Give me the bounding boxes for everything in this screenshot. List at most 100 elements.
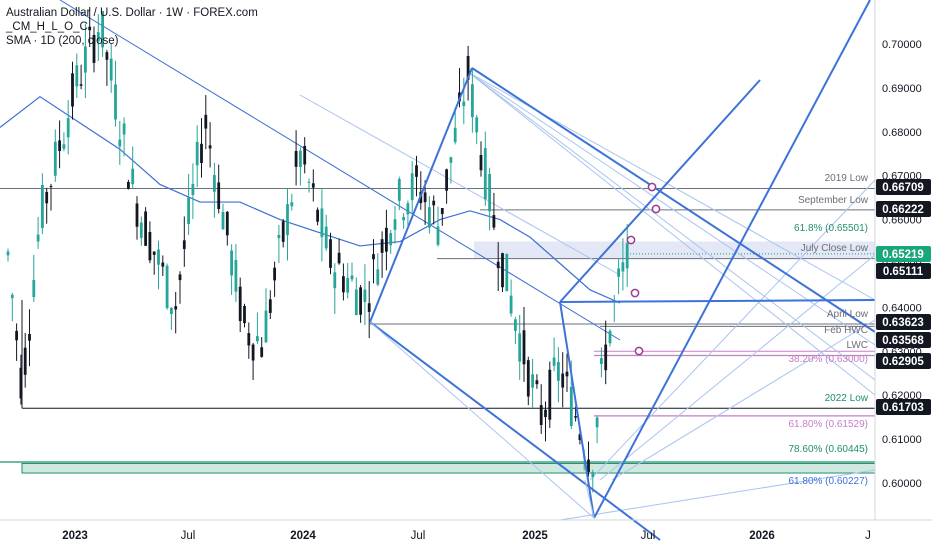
fan-line: [559, 469, 876, 521]
candle-body: [268, 299, 272, 313]
pitchfork-median-up: [593, 0, 871, 519]
candle-body: [385, 227, 388, 252]
x-tick-label: Jul: [411, 530, 426, 542]
price-tag-bg: [876, 246, 931, 262]
candle: [41, 173, 44, 235]
pitchfork-base: [369, 321, 595, 519]
candle-body: [410, 173, 414, 200]
candle: [415, 155, 418, 197]
candle-body: [299, 150, 302, 167]
symbol-title: Australian Dollar / U.S. Dollar · 1W · F…: [6, 7, 258, 19]
candle-body: [342, 276, 345, 293]
candle: [135, 196, 139, 240]
candle: [475, 114, 479, 145]
candle-body: [333, 272, 337, 289]
candle-body: [286, 204, 289, 236]
chart-header: Australian Dollar / U.S. Dollar · 1W · F…: [6, 6, 258, 48]
candle: [191, 163, 195, 219]
candle: [557, 347, 560, 403]
candle-body: [359, 287, 362, 315]
candle: [170, 307, 173, 330]
y-tick-label: 0.66000: [882, 215, 922, 227]
candle: [600, 347, 603, 378]
price-tag-text: 0.65219: [882, 249, 924, 261]
candle: [449, 156, 453, 184]
sma-line: [0, 95, 621, 304]
candle-body: [453, 127, 457, 143]
candle-body: [535, 380, 539, 385]
price-tag-text: 0.63568: [882, 335, 924, 347]
candle: [195, 125, 199, 188]
candle: [174, 291, 178, 334]
candle: [595, 415, 599, 444]
candle: [15, 323, 18, 361]
candle: [535, 374, 539, 389]
price-tag: 0.66222: [876, 201, 931, 217]
candle-body: [346, 277, 350, 293]
price-tag-bg: [876, 263, 931, 279]
candle-body: [595, 417, 599, 428]
touch-marker: [651, 204, 661, 214]
candle: [157, 240, 160, 290]
pitchfork-left-side: [559, 301, 595, 519]
candle: [406, 200, 410, 226]
candle: [329, 232, 332, 275]
candle: [225, 210, 229, 246]
candle: [213, 162, 216, 218]
x-tick-label: 2025: [522, 530, 548, 542]
candle-body: [591, 472, 595, 477]
candle-body: [406, 203, 410, 215]
candle-body: [234, 259, 238, 292]
candle: [389, 229, 393, 254]
price-tag: 0.63568: [876, 332, 931, 348]
candle-body: [522, 330, 526, 365]
support-zone-6000: [21, 462, 876, 474]
candle-body: [75, 65, 79, 87]
candle-body: [243, 305, 246, 324]
level-label: July Close Low: [801, 243, 869, 254]
touch-marker: [634, 346, 644, 356]
candle: [587, 441, 590, 477]
candle-body: [324, 226, 328, 249]
candle: [316, 207, 319, 226]
candle-body: [552, 357, 556, 366]
candle: [432, 195, 436, 225]
candle-body: [337, 252, 341, 264]
level-label: 61.80% (0.60227): [788, 476, 868, 487]
candle: [19, 354, 23, 405]
candle: [294, 130, 298, 186]
pitchfork-handle: [369, 67, 473, 323]
candle: [10, 292, 14, 322]
candle-body: [32, 279, 36, 298]
candle-body: [15, 330, 18, 341]
price-tag: 0.61703: [876, 399, 931, 415]
price-tag-bg: [876, 201, 931, 217]
candle-body: [217, 182, 221, 210]
candle-body: [157, 249, 160, 265]
candle: [208, 122, 212, 168]
candle: [402, 213, 405, 229]
price-tag-text: 0.63623: [882, 317, 924, 329]
candle-body: [479, 155, 483, 171]
candle: [277, 224, 281, 264]
candle: [372, 239, 375, 284]
x-tick-label: 2023: [62, 530, 88, 542]
candle-body: [45, 191, 49, 204]
sma-200-line: [0, 95, 621, 304]
candle-body: [514, 319, 517, 331]
candle-body: [475, 117, 479, 133]
price-tag-text: 0.66222: [882, 204, 924, 216]
candle: [96, 14, 100, 61]
candle-body: [71, 73, 74, 107]
candle: [307, 178, 311, 193]
pitchfork-lower: [369, 321, 661, 541]
candle-body: [600, 358, 603, 365]
x-tick-label: J: [865, 530, 871, 542]
candle: [58, 120, 61, 169]
candle: [144, 207, 147, 246]
candle: [79, 64, 83, 90]
candle: [165, 263, 169, 310]
candle-body: [569, 386, 573, 426]
level-label: LWC: [847, 340, 868, 351]
